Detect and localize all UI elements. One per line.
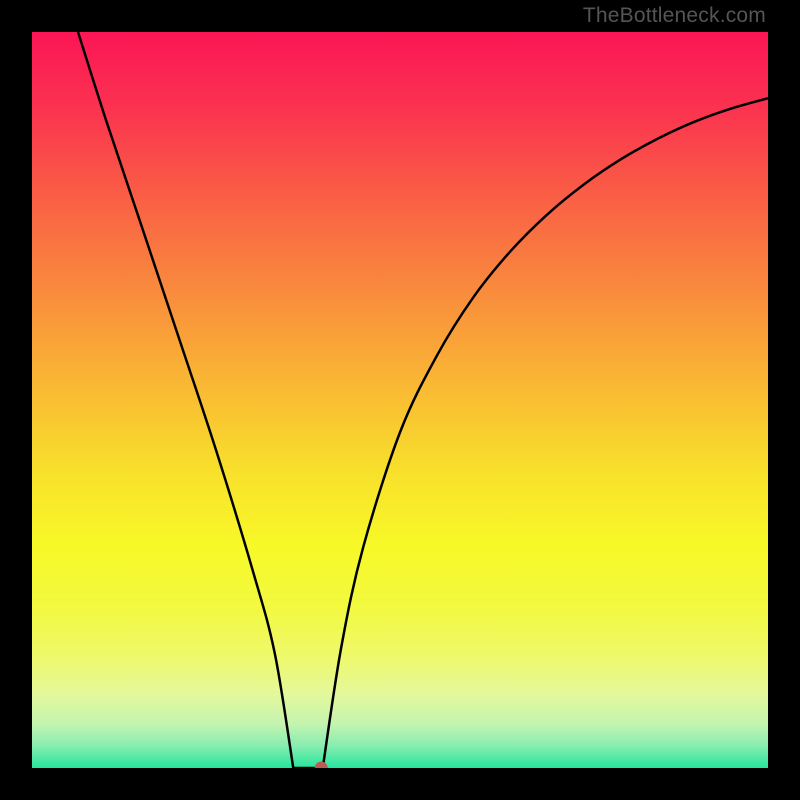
plot-area (32, 32, 768, 768)
watermark-text: TheBottleneck.com (583, 4, 766, 28)
gradient-background (32, 32, 768, 768)
chart-frame: TheBottleneck.com (0, 0, 800, 800)
bottleneck-chart (32, 32, 768, 768)
